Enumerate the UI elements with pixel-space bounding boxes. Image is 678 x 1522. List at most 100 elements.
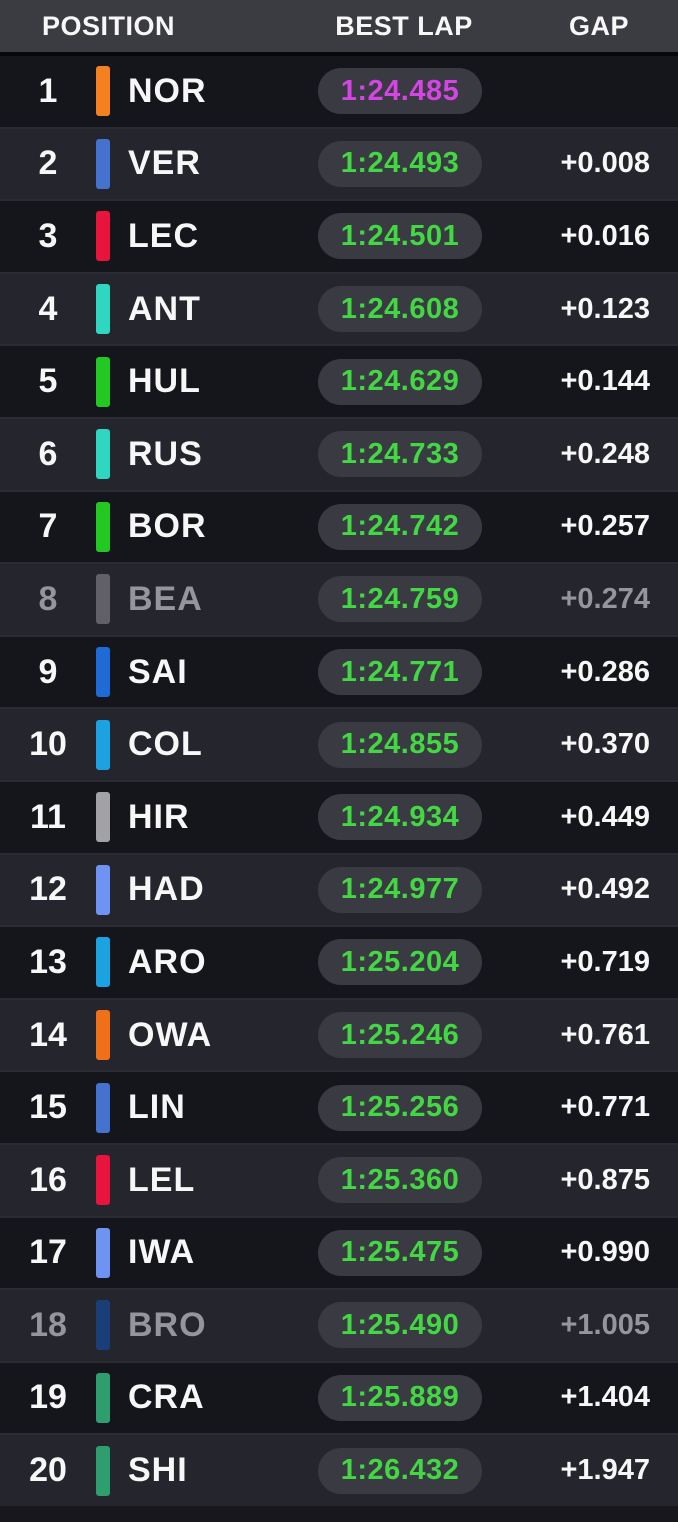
driver-row: 12 HAD 1:24.977 +0.492 <box>0 852 678 926</box>
driver-row: 17 IWA 1:25.475 +0.990 <box>0 1215 678 1289</box>
position-number: 11 <box>30 797 66 836</box>
best-lap-time: 1:25.204 <box>340 945 460 978</box>
best-lap-time: 1:24.629 <box>340 365 460 398</box>
best-lap-time: 1:24.977 <box>340 873 460 906</box>
driver-code: LEL <box>128 1160 196 1199</box>
team-color-bar <box>96 647 110 698</box>
driver-row: 8 BEA 1:24.759 +0.274 <box>0 562 678 635</box>
team-color-bar <box>96 937 110 988</box>
team-color-bar <box>96 1082 110 1133</box>
driver-code: RUS <box>128 434 203 473</box>
best-lap-pill: 1:24.493 <box>318 140 482 187</box>
best-lap-pill: 1:26.432 <box>318 1447 482 1494</box>
gap-value: +0.761 <box>560 1018 650 1051</box>
best-lap-time: 1:24.855 <box>340 728 460 761</box>
best-lap-time: 1:26.432 <box>340 1454 460 1487</box>
driver-row: 11 HIR 1:24.934 +0.449 <box>0 779 678 853</box>
position-number: 14 <box>29 1015 67 1054</box>
gap-value: +0.449 <box>560 800 650 833</box>
team-color-bar <box>96 501 110 552</box>
gap-value: +0.274 <box>560 582 650 615</box>
best-lap-time: 1:24.759 <box>340 582 460 615</box>
gap-value: +0.008 <box>560 147 650 180</box>
best-lap-time: 1:25.889 <box>340 1381 460 1414</box>
position-number: 10 <box>29 725 67 764</box>
rows-container: 1 NOR 1:24.485 2 VER 1:24.493 +0.008 3 L… <box>0 56 678 1506</box>
position-number: 13 <box>29 942 67 981</box>
best-lap-pill: 1:24.485 <box>318 68 482 115</box>
team-color-bar <box>96 864 110 915</box>
position-number: 12 <box>29 870 67 909</box>
position-number: 5 <box>38 362 58 401</box>
header-divider <box>0 52 678 56</box>
gap-value: +0.370 <box>560 728 650 761</box>
driver-code: BEA <box>128 579 203 618</box>
driver-code: BOR <box>128 507 207 546</box>
driver-code: SHI <box>128 1451 188 1490</box>
driver-row: 20 SHI 1:26.432 +1.947 <box>0 1433 678 1506</box>
best-lap-time: 1:24.742 <box>340 510 460 543</box>
best-lap-pill: 1:24.608 <box>318 286 482 333</box>
driver-code: LIN <box>128 1088 186 1127</box>
driver-row: 13 ARO 1:25.204 +0.719 <box>0 925 678 998</box>
gap-value: +0.492 <box>560 873 650 906</box>
best-lap-time: 1:24.934 <box>340 800 460 833</box>
team-color-bar <box>96 574 110 625</box>
driver-code: VER <box>128 144 201 183</box>
driver-row: 9 SAI 1:24.771 +0.286 <box>0 634 678 708</box>
best-lap-pill: 1:25.889 <box>318 1374 482 1421</box>
gap-value: +0.257 <box>560 510 650 543</box>
team-color-bar <box>96 1445 110 1496</box>
driver-row: 19 CRA 1:25.889 +1.404 <box>0 1360 678 1434</box>
table-header: POSITION BEST LAP GAP <box>0 0 678 52</box>
team-color-bar <box>96 1300 110 1351</box>
team-color-bar <box>96 719 110 770</box>
position-number: 2 <box>38 144 58 183</box>
bottom-divider <box>0 1506 678 1522</box>
team-color-bar <box>96 211 110 262</box>
driver-code: BRO <box>128 1305 207 1344</box>
best-lap-pill: 1:25.246 <box>318 1012 482 1059</box>
driver-code: IWA <box>128 1233 196 1272</box>
best-lap-time: 1:24.733 <box>340 437 460 470</box>
position-number: 7 <box>38 507 58 546</box>
best-lap-time: 1:24.771 <box>340 655 460 688</box>
team-color-bar <box>96 138 110 189</box>
position-number: 9 <box>38 652 58 691</box>
best-lap-pill: 1:24.629 <box>318 358 482 405</box>
position-number: 1 <box>38 71 58 110</box>
best-lap-pill: 1:24.977 <box>318 866 482 913</box>
position-number: 20 <box>29 1451 67 1490</box>
gap-value: +0.144 <box>560 365 650 398</box>
best-lap-pill: 1:25.490 <box>318 1302 482 1349</box>
gap-value: +0.248 <box>560 437 650 470</box>
column-header-position: POSITION <box>42 10 176 41</box>
best-lap-pill: 1:24.733 <box>318 431 482 478</box>
best-lap-time: 1:25.475 <box>340 1236 460 1269</box>
team-color-bar <box>96 1372 110 1423</box>
driver-code: NOR <box>128 71 207 110</box>
driver-row: 18 BRO 1:25.490 +1.005 <box>0 1288 678 1361</box>
driver-row: 7 BOR 1:24.742 +0.257 <box>0 489 678 563</box>
driver-row: 14 OWA 1:25.246 +0.761 <box>0 997 678 1071</box>
gap-value: +0.875 <box>560 1163 650 1196</box>
position-number: 19 <box>29 1378 67 1417</box>
driver-row: 10 COL 1:24.855 +0.370 <box>0 707 678 780</box>
driver-code: ARO <box>128 942 207 981</box>
driver-row: 2 VER 1:24.493 +0.008 <box>0 126 678 200</box>
best-lap-pill: 1:25.475 <box>318 1229 482 1276</box>
driver-code: OWA <box>128 1015 213 1054</box>
driver-code: ANT <box>128 289 201 328</box>
best-lap-pill: 1:24.934 <box>318 794 482 841</box>
position-number: 18 <box>29 1305 67 1344</box>
gap-value: +1.947 <box>560 1454 650 1487</box>
gap-value: +0.990 <box>560 1236 650 1269</box>
team-color-bar <box>96 66 110 117</box>
best-lap-pill: 1:25.204 <box>318 939 482 986</box>
team-color-bar <box>96 356 110 407</box>
best-lap-time: 1:24.493 <box>340 147 460 180</box>
driver-code: SAI <box>128 652 188 691</box>
best-lap-time: 1:25.246 <box>340 1018 460 1051</box>
position-number: 15 <box>29 1088 67 1127</box>
